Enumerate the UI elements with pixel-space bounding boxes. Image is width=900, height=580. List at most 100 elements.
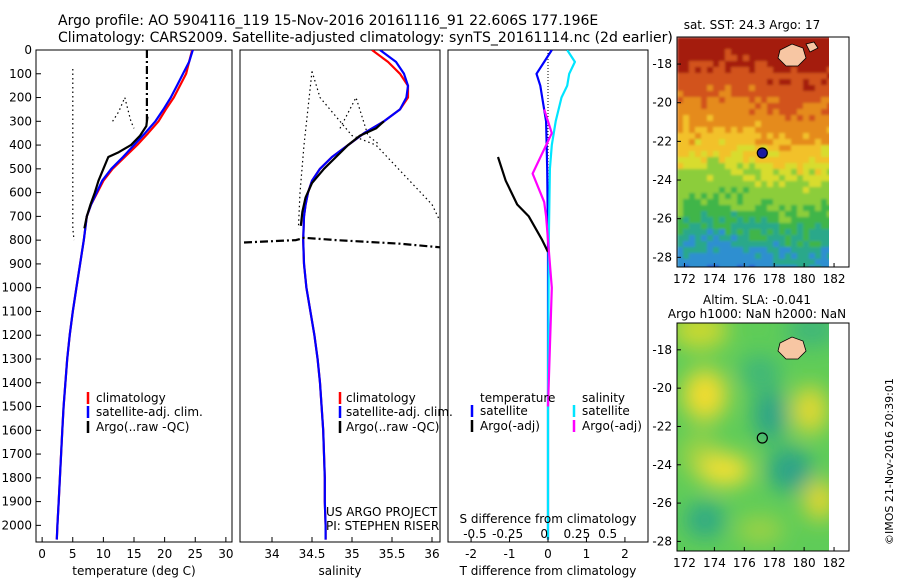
temperature-ytick-label: 1700 [1,447,32,461]
salinity-xtick-label: 34.5 [299,547,326,561]
temperature-ytick-label: 1400 [1,376,32,390]
sla-map-xtick-label: 174 [703,556,726,570]
difference-series-t-argo [496,156,549,253]
header-line2: Climatology: CARS2009. Satellite-adjuste… [58,30,673,46]
salinity-legend: climatology satellite-adj. clim. Argo(..… [338,391,453,434]
legend-t-satellite: satellite [480,404,528,418]
temperature-ytick-label: 1100 [1,304,32,318]
sla-map-xtick-label: 176 [733,556,756,570]
salinity-series-line-6 [243,236,440,249]
salinity-series-line-3 [311,71,440,222]
difference-s-tick-label: 0.25 [563,527,590,541]
difference-legend: temperature satellite Argo(-adj) salinit… [470,391,642,433]
legend-s-argo: Argo(-adj) [582,419,642,433]
difference-xtick-label: 0 [544,547,552,561]
difference-s-tick-label: 0 [540,527,548,541]
temperature-ytick-label: 0 [24,43,32,57]
temperature-xtick-label: 0 [38,547,46,561]
sst-map-field [677,37,829,267]
difference-xlabel: T difference from climatology [459,564,637,578]
temperature-ytick-label: 1200 [1,328,32,342]
difference-xtick-label: 1 [583,547,591,561]
legend-salinity-title: salinity [582,391,625,405]
temperature-axes [35,49,233,543]
legend-satellite: satellite-adj. clim. [96,405,203,419]
temperature-ytick-label: 1000 [1,281,32,295]
salinity-series-line-5 [297,71,313,229]
sst-map-ytick-label: -18 [652,57,672,71]
sla-map-ytick-label: -18 [652,343,672,357]
sst-map-xtick-label: 174 [703,272,726,286]
sla-map-field [677,323,829,551]
difference-series-s-satellite [546,50,576,540]
sla-map-xtick-label: 182 [823,556,846,570]
salinity-series-satellite-adj-clim- [302,50,410,540]
legend-s-satellite: satellite [582,404,630,418]
difference-s-tick-label: -0.5 [463,527,486,541]
project-label: US ARGO PROJECT [326,505,438,519]
sla-map-ytick-label: -22 [652,419,672,433]
sla-map-xtick-label: 178 [763,556,786,570]
difference-xtick-label: -2 [465,547,477,561]
difference-series-s-argo [531,109,553,407]
temperature-ytick-label: 1300 [1,352,32,366]
salinity-xtick-label: 35 [344,547,359,561]
legend-argo: Argo(..raw -QC) [96,420,189,434]
difference-s-tick-label: 0.5 [598,527,617,541]
difference-xtick-label: 2 [621,547,629,561]
temperature-xtick-label: 30 [218,547,233,561]
sla-map-ytick-label: -24 [652,458,672,472]
sst-map-xtick-label: 182 [823,272,846,286]
temperature-ytick-label: 1900 [1,495,32,509]
fiji-island-shape [777,43,807,67]
difference-xtick-label: -1 [504,547,516,561]
sst-map-xtick-label: 176 [733,272,756,286]
legend-climatology: climatology [96,391,166,405]
sst-map-ytick-label: -24 [652,173,672,187]
header-line1: Argo profile: AO 5904116_119 15-Nov-2016… [58,13,598,29]
temperature-xlabel: temperature (deg C) [72,564,195,578]
temperature-series-line-5 [112,96,135,129]
temperature-xtick-label: 20 [157,547,172,561]
sst-map-xtick-label: 180 [793,272,816,286]
temperature-xtick-label: 15 [126,547,141,561]
difference-title: S difference from climatology [460,512,637,526]
argo-position-marker [756,432,768,444]
legend-argo: Argo(..raw -QC) [346,420,439,434]
temperature-ytick-label: 1800 [1,471,32,485]
temperature-ytick-label: 1600 [1,423,32,437]
temperature-ytick-label: 700 [9,209,32,223]
salinity-axes [239,49,441,543]
temperature-ytick-label: 2000 [1,518,32,532]
sst-map-title: sat. SST: 24.3 Argo: 17 [684,18,821,32]
temperature-ytick-label: 500 [9,162,32,176]
legend-climatology: climatology [346,391,416,405]
salinity-xtick-label: 35.5 [379,547,406,561]
difference-plot [496,50,576,542]
sla-map-xtick-label: 180 [793,556,816,570]
sst-map-xtick-label: 172 [673,272,696,286]
sst-map-xtick-label: 178 [763,272,786,286]
sst-map-ytick-label: -28 [652,250,672,264]
sla-map-frame [676,322,850,552]
temperature-series-argo-raw-qc- [83,116,149,229]
temperature-xtick-label: 5 [69,547,77,561]
salinity-series-line-4 [339,96,381,146]
argo-position-marker [756,147,768,159]
sst-map-ytick-label: -26 [652,212,672,226]
legend-temperature-title: temperature [480,391,555,405]
temperature-ytick-label: 100 [9,67,32,81]
sla-map-ytick-label: -26 [652,496,672,510]
temperature-ytick-label: 600 [9,186,32,200]
salinity-xtick-label: 36 [424,547,439,561]
temperature-series-line-4 [72,69,75,241]
temperature-xtick-label: 10 [96,547,111,561]
sla-map-title: Altim. SLA: -0.041 [703,293,811,307]
salinity-xlabel: salinity [318,564,361,578]
sla-map-xtick-label: 172 [673,556,696,570]
salinity-plot [243,50,440,540]
temperature-series-climatology [55,50,194,540]
temperature-ytick-label: 200 [9,91,32,105]
legend-t-argo: Argo(-adj) [480,419,540,433]
